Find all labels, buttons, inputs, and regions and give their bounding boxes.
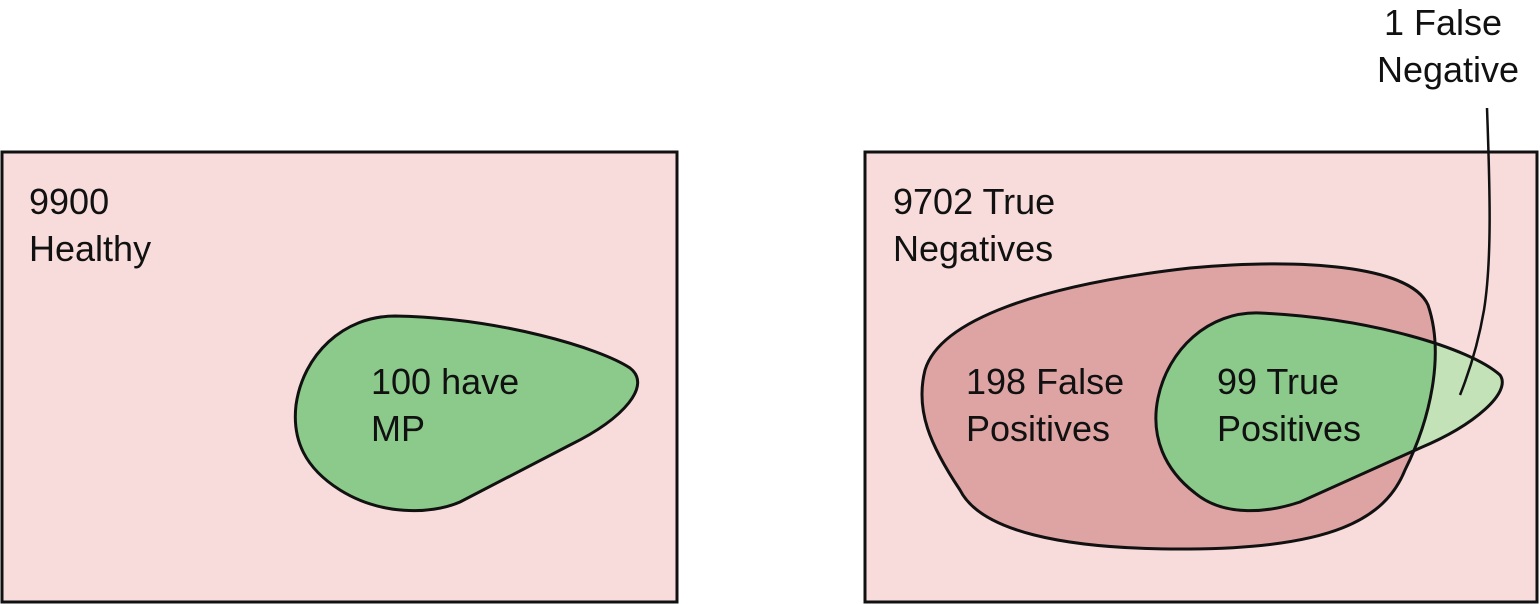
true-negatives-text: Negatives	[893, 228, 1053, 269]
true-positives-text: Positives	[1217, 408, 1361, 449]
mp-label-count: 100 have	[371, 361, 519, 402]
test-positive-outline	[920, 262, 1437, 551]
right-panel: 9702 True Negatives 198 False Positives …	[863, 2, 1539, 604]
false-negative-count: 1 False	[1384, 2, 1502, 43]
left-panel: 9900 Healthy 100 have MP	[0, 150, 679, 604]
true-positives-label: 99 True Positives	[1217, 361, 1361, 449]
mp-blob	[293, 314, 640, 513]
healthy-label-text: Healthy	[29, 228, 151, 269]
false-negative-text: Negative	[1377, 49, 1519, 90]
false-positives-count: 198 False	[966, 361, 1124, 402]
false-positives-text: Positives	[966, 408, 1110, 449]
false-negative-label: 1 False Negative	[1377, 2, 1519, 90]
healthy-label: 9900 Healthy	[29, 181, 151, 269]
mp-label: 100 have MP	[371, 361, 529, 449]
mp-label-text: MP	[371, 408, 425, 449]
healthy-label-count: 9900	[29, 181, 109, 222]
true-negatives-label: 9702 True Negatives	[893, 181, 1065, 269]
true-positives-count: 99 True	[1217, 361, 1339, 402]
false-positives-label: 198 False Positives	[966, 361, 1134, 449]
false-negative-leader-line	[1458, 107, 1491, 396]
mp-blob-right-outline	[1154, 311, 1504, 513]
true-positive-region	[1155, 312, 1436, 511]
true-negatives-count: 9702 True	[893, 181, 1055, 222]
